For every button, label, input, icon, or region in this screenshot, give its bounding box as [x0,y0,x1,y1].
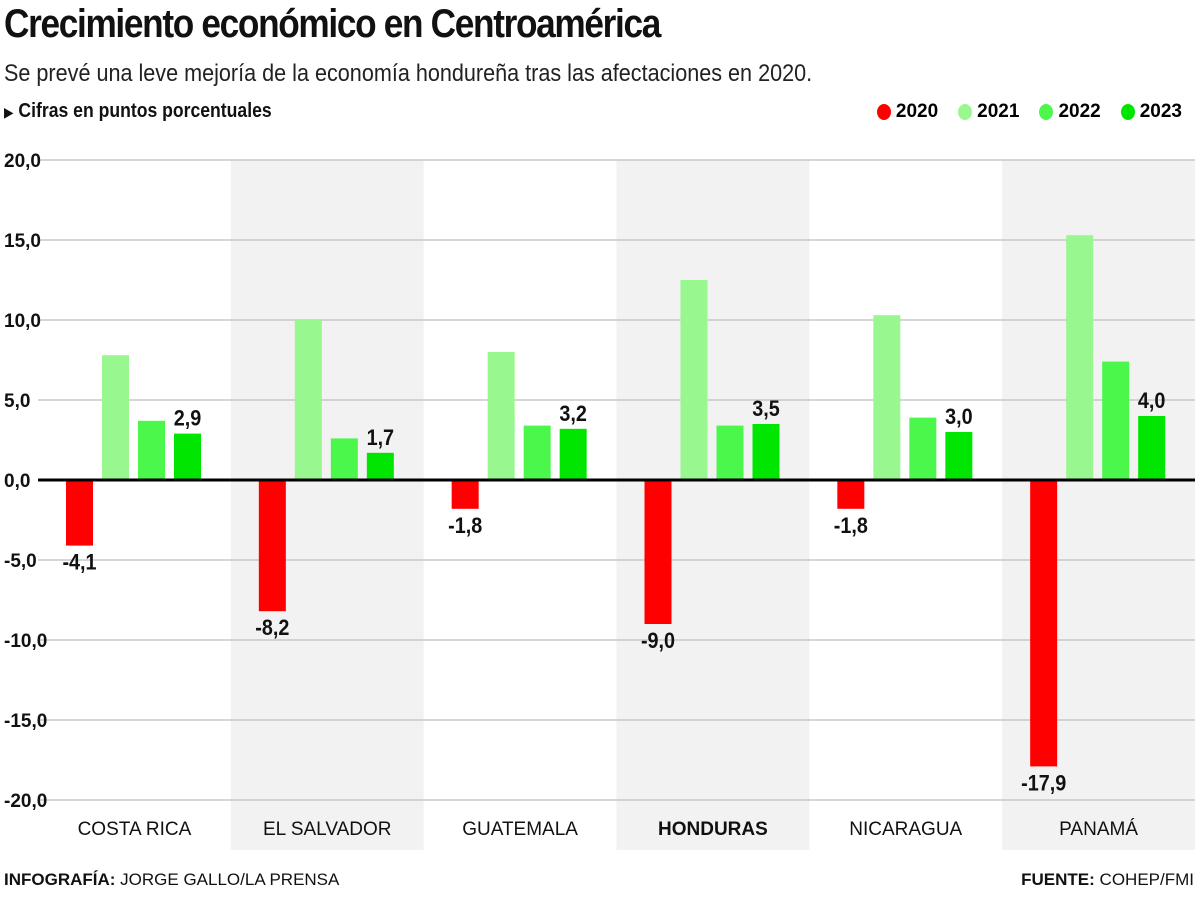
data-label: -1,8 [834,514,868,538]
bar-2023 [752,424,780,480]
y-tick-label: -15,0 [4,711,47,732]
units-label: Cifras en puntos porcentuales [18,100,272,122]
legend-label: 2021 [977,101,1020,122]
y-tick-label: 5,0 [4,391,30,412]
bar-2020 [258,480,286,612]
credit-label: INFOGRAFÍA: [4,870,116,889]
data-label: -8,2 [255,616,289,640]
legend-label: 2023 [1139,101,1182,122]
bar-2021 [680,280,708,480]
data-label: 1,7 [367,426,395,450]
data-label: -4,1 [62,551,96,575]
legend-item-2023: 2023 [1120,101,1182,123]
source: FUENTE: COHEP/FMI [1021,870,1194,890]
data-label: -9,0 [641,629,675,653]
bar-2023 [366,452,394,480]
category-label: COSTA RICA [78,819,192,840]
bar-2021 [873,315,901,480]
credit: INFOGRAFÍA: JORGE GALLO/LA PRENSA [4,870,339,890]
data-label: 3,0 [945,405,973,429]
data-label: 2,9 [174,407,202,431]
bar-2023 [1138,416,1166,480]
legend-item-2020: 2020 [876,101,939,123]
source-label: FUENTE: [1021,870,1095,889]
bar-2021 [102,355,129,480]
legend-swatch-icon [1039,104,1054,120]
data-label: -1,8 [448,514,482,538]
bar-2021 [487,352,515,480]
units-note: ▶ Cifras en puntos porcentuales [4,100,272,123]
category-label: EL SALVADOR [263,819,391,840]
bar-2020 [1030,480,1058,767]
category-label: HONDURAS [658,819,768,840]
legend-label: 2022 [1058,101,1101,122]
bar-2022 [138,420,165,480]
bar-2022 [909,417,937,480]
bar-2020 [451,480,479,509]
y-tick-label: -10,0 [4,631,47,652]
bar-2022 [716,425,744,480]
y-tick-label: 10,0 [4,311,41,332]
legend-swatch-icon [876,104,891,120]
bar-2022 [330,438,358,480]
legend-item-2021: 2021 [958,101,1019,123]
data-label: 3,5 [752,397,780,421]
data-label: 4,0 [1138,389,1166,413]
bar-2020 [644,480,672,624]
legend-label: 2020 [895,101,939,122]
chart-title: Crecimiento económico en Centroamérica [4,2,661,46]
chart-subtitle: Se prevé una leve mejoría de la economía… [4,60,813,87]
category-label: GUATEMALA [462,819,578,840]
y-tick-label: 20,0 [4,151,41,172]
bar-2023 [174,433,201,480]
bar-2023 [945,432,973,480]
category-label: PANAMÁ [1059,819,1138,840]
y-tick-label: -5,0 [4,551,37,572]
legend-item-2022: 2022 [1039,101,1101,123]
y-tick-label: 0,0 [4,471,30,492]
data-label: 3,2 [559,402,587,426]
credit-text: JORGE GALLO/LA PRENSA [120,870,340,889]
y-tick-label: -20,0 [4,791,47,812]
bar-2022 [1102,361,1130,480]
bar-2021 [1066,235,1094,480]
bar-2020 [837,480,865,509]
source-text: COHEP/FMI [1099,870,1194,889]
legend-swatch-icon [1120,104,1135,120]
bar-2020 [66,480,93,546]
bar-2021 [294,320,322,480]
bar-2022 [523,425,551,480]
legend: 2020 2021 2022 2023 [876,101,1182,123]
data-label: -17,9 [1021,771,1066,795]
bar-chart: 20,0 15,0 10,0 5,0 0,0 -5,0 -10,0 -15,0 -20,0 -4,… [4,151,1195,850]
triangle-marker-icon: ▶ [4,104,14,120]
category-label: NICARAGUA [849,819,962,840]
legend-swatch-icon [958,104,973,120]
bar-2023 [559,428,587,480]
y-tick-label: 15,0 [4,231,41,252]
